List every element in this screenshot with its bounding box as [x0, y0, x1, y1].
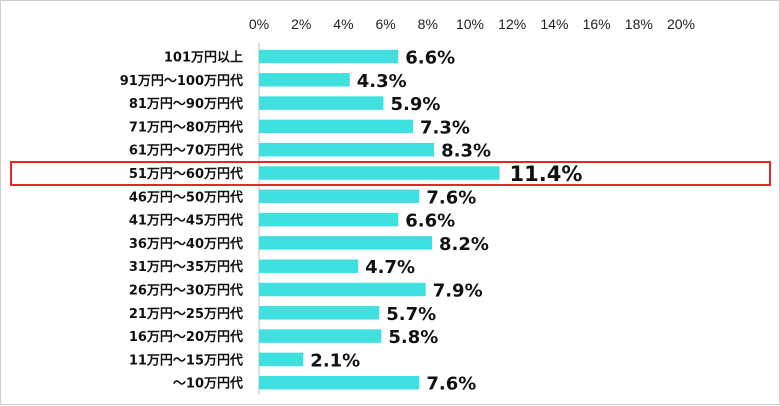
bar	[259, 352, 304, 367]
bar	[259, 96, 384, 110]
bar	[259, 166, 500, 180]
category-label: 36万円〜40万円代	[129, 236, 243, 252]
data-label: 7.3%	[420, 117, 470, 138]
data-label: 7.9%	[433, 281, 483, 302]
category-label: 91万円〜100万円代	[120, 73, 243, 89]
data-label: 7.6%	[426, 187, 476, 208]
data-label: 8.2%	[439, 234, 489, 255]
bar	[259, 375, 420, 390]
data-label: 6.6%	[405, 48, 455, 69]
bar	[259, 259, 359, 273]
x-tick-label: 18%	[625, 16, 653, 32]
x-tick-label: 14%	[540, 16, 568, 32]
data-label: 5.9%	[390, 94, 440, 115]
x-tick-label: 2%	[291, 16, 311, 32]
x-tick-label: 0%	[249, 16, 269, 32]
category-label: 51万円〜60万円代	[129, 166, 243, 182]
x-tick-label: 16%	[583, 16, 611, 32]
bar	[259, 73, 350, 87]
bar	[259, 282, 426, 297]
bar	[259, 119, 414, 134]
x-tick-label: 20%	[667, 16, 695, 32]
data-label: 4.7%	[365, 257, 415, 278]
data-label: 7.6%	[426, 374, 476, 395]
category-label: 46万円〜50万円代	[129, 189, 243, 205]
bar	[259, 49, 399, 64]
category-label: 11万円〜15万円代	[129, 352, 243, 368]
x-tick-label: 4%	[333, 16, 353, 32]
category-label: 26万円〜30万円代	[129, 283, 243, 299]
category-label: 21万円〜25万円代	[129, 306, 243, 322]
data-label: 8.3%	[441, 141, 491, 162]
data-label: 2.1%	[310, 350, 360, 371]
bar	[259, 212, 399, 227]
bar	[259, 306, 380, 320]
x-tick-label: 10%	[456, 16, 484, 32]
category-label: 81万円〜90万円代	[129, 96, 243, 112]
data-label: 5.8%	[388, 327, 438, 348]
bar	[259, 329, 382, 343]
category-label: 61万円〜70万円代	[129, 143, 243, 159]
category-label: 〜10万円代	[173, 376, 243, 392]
category-label: 41万円〜45万円代	[129, 213, 243, 229]
category-label: 101万円以上	[164, 51, 243, 66]
data-label: 5.7%	[386, 304, 436, 325]
bar	[259, 236, 433, 250]
bar	[259, 189, 420, 204]
highlight-box	[10, 161, 771, 186]
x-tick-label: 12%	[498, 16, 526, 32]
category-label: 31万円〜35万円代	[129, 259, 243, 275]
data-label: 11.4%	[510, 162, 583, 186]
category-label: 16万円〜20万円代	[129, 329, 243, 345]
data-label: 4.3%	[357, 71, 407, 92]
data-label: 6.6%	[405, 211, 455, 232]
x-tick-label: 8%	[418, 16, 438, 32]
bar	[259, 142, 435, 157]
category-label: 71万円〜80万円代	[129, 119, 243, 135]
x-tick-label: 6%	[375, 16, 395, 32]
